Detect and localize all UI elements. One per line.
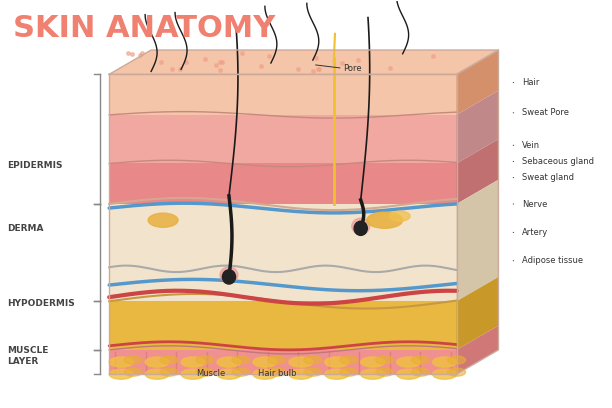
Ellipse shape — [304, 356, 322, 364]
Ellipse shape — [433, 357, 457, 367]
Ellipse shape — [360, 369, 385, 379]
Ellipse shape — [217, 357, 241, 367]
Ellipse shape — [253, 357, 277, 367]
Ellipse shape — [412, 356, 430, 364]
Polygon shape — [457, 50, 498, 115]
Ellipse shape — [232, 368, 250, 376]
Polygon shape — [457, 139, 498, 204]
Ellipse shape — [325, 357, 349, 367]
Ellipse shape — [217, 369, 241, 379]
Ellipse shape — [367, 212, 403, 228]
Text: Vein: Vein — [523, 141, 540, 150]
Ellipse shape — [352, 218, 370, 234]
Polygon shape — [109, 164, 457, 204]
Ellipse shape — [354, 221, 367, 235]
Ellipse shape — [304, 368, 322, 376]
Polygon shape — [457, 277, 498, 350]
Text: Sweat gland: Sweat gland — [523, 173, 575, 182]
Ellipse shape — [232, 356, 250, 364]
Ellipse shape — [340, 356, 358, 364]
Polygon shape — [457, 326, 498, 374]
Ellipse shape — [268, 356, 286, 364]
Ellipse shape — [148, 213, 178, 227]
Ellipse shape — [412, 368, 430, 376]
Ellipse shape — [160, 368, 178, 376]
Ellipse shape — [433, 369, 457, 379]
Text: Pore: Pore — [343, 64, 361, 73]
Text: HYPODERMIS: HYPODERMIS — [7, 299, 75, 308]
Text: Muscle: Muscle — [196, 369, 226, 378]
Polygon shape — [109, 115, 457, 164]
Ellipse shape — [222, 270, 236, 284]
Ellipse shape — [109, 357, 133, 367]
Text: Adipose tissue: Adipose tissue — [523, 256, 583, 265]
Polygon shape — [109, 350, 457, 374]
Ellipse shape — [124, 356, 142, 364]
Ellipse shape — [397, 357, 420, 367]
Polygon shape — [109, 204, 457, 301]
Ellipse shape — [289, 369, 313, 379]
Text: Sebaceous gland: Sebaceous gland — [523, 157, 594, 166]
Ellipse shape — [145, 369, 169, 379]
Ellipse shape — [196, 368, 214, 376]
Text: SKIN ANATOMY: SKIN ANATOMY — [13, 13, 275, 42]
Polygon shape — [109, 50, 498, 74]
Polygon shape — [457, 91, 498, 164]
Ellipse shape — [268, 368, 286, 376]
Polygon shape — [109, 301, 457, 350]
Ellipse shape — [360, 357, 385, 367]
Ellipse shape — [376, 368, 394, 376]
Text: MUSCLE
LAYER: MUSCLE LAYER — [7, 346, 49, 366]
Ellipse shape — [376, 356, 394, 364]
Text: Nerve: Nerve — [523, 200, 548, 208]
Text: Sweat Pore: Sweat Pore — [523, 109, 569, 118]
Ellipse shape — [253, 369, 277, 379]
Text: Hair: Hair — [523, 78, 540, 87]
Ellipse shape — [181, 369, 205, 379]
Ellipse shape — [181, 357, 205, 367]
Ellipse shape — [160, 356, 178, 364]
Text: Artery: Artery — [523, 228, 549, 237]
Ellipse shape — [124, 368, 142, 376]
Ellipse shape — [289, 357, 313, 367]
Ellipse shape — [340, 368, 358, 376]
Ellipse shape — [325, 369, 349, 379]
Text: EPIDERMIS: EPIDERMIS — [7, 161, 63, 170]
Ellipse shape — [447, 368, 466, 376]
Ellipse shape — [447, 356, 466, 364]
Text: DERMA: DERMA — [7, 224, 44, 233]
Polygon shape — [109, 74, 457, 115]
Ellipse shape — [397, 369, 420, 379]
Ellipse shape — [109, 369, 133, 379]
Polygon shape — [457, 180, 498, 301]
Ellipse shape — [389, 211, 410, 221]
Ellipse shape — [220, 267, 238, 283]
Ellipse shape — [196, 356, 214, 364]
Text: Hair bulb: Hair bulb — [258, 369, 296, 378]
Ellipse shape — [145, 357, 169, 367]
